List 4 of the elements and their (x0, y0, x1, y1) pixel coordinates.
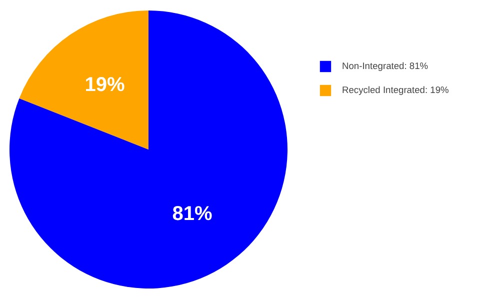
legend-label: Recycled Integrated: 19% (342, 85, 449, 95)
data-label: 19% (84, 74, 125, 96)
legend-label: Non-Integrated: 81% (342, 61, 428, 71)
data-label: 81% (172, 202, 212, 225)
